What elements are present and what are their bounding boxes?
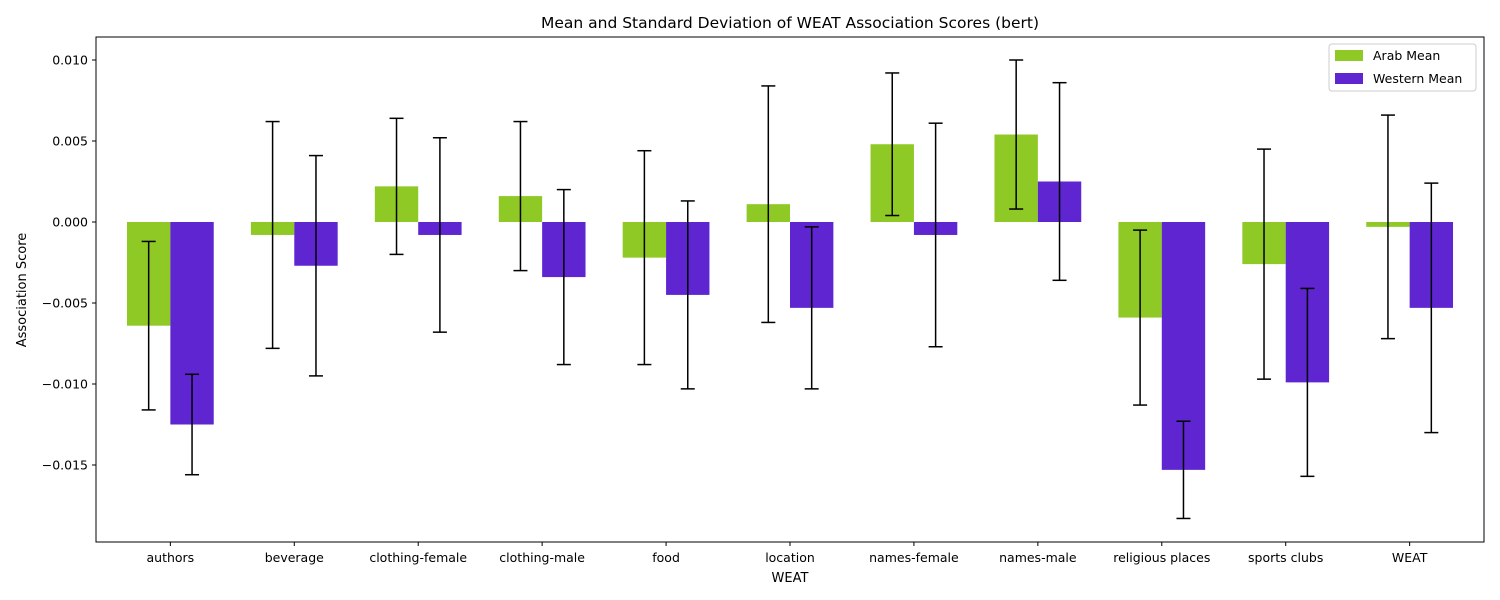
x-tick-label-8: religious places bbox=[1113, 550, 1210, 565]
error-bar-arab-5 bbox=[761, 85, 776, 324]
y-axis-label: Association Score bbox=[15, 233, 30, 348]
y-tick-label: 0.000 bbox=[52, 215, 88, 230]
error-bar-arab-6 bbox=[885, 72, 900, 217]
error-bar-western-4 bbox=[680, 200, 695, 390]
error-bar-western-2 bbox=[432, 137, 447, 333]
error-bar-arab-9 bbox=[1257, 148, 1272, 380]
x-tick-label-10: WEAT bbox=[1392, 550, 1428, 565]
x-tick-label-7: names-male bbox=[999, 550, 1077, 565]
chart-title: Mean and Standard Deviation of WEAT Asso… bbox=[541, 14, 1039, 32]
legend: Arab Mean Western Mean bbox=[1328, 43, 1477, 92]
y-tick-label: 0.010 bbox=[52, 53, 88, 68]
error-bar-arab-7 bbox=[1009, 59, 1024, 210]
x-tick-label-2: clothing-female bbox=[369, 550, 467, 565]
error-bar-western-0 bbox=[185, 373, 200, 476]
x-tick-label-5: location bbox=[765, 550, 815, 565]
y-tick-label: −0.005 bbox=[42, 296, 88, 311]
x-tick-label-9: sports clubs bbox=[1248, 550, 1323, 565]
error-bar-arab-0 bbox=[141, 240, 156, 411]
error-bar-arab-2 bbox=[389, 117, 404, 256]
error-bar-western-3 bbox=[556, 188, 571, 366]
y-axis: −0.015 −0.010 −0.005 0.000 0.005 0.010 bbox=[42, 53, 96, 473]
error-bar-western-8 bbox=[1176, 420, 1191, 520]
error-bar-arab-8 bbox=[1133, 229, 1148, 406]
error-bar-arab-3 bbox=[513, 120, 528, 272]
error-bar-western-6 bbox=[928, 122, 943, 348]
x-tick-label-6: names-female bbox=[869, 550, 959, 565]
y-tick-label: −0.015 bbox=[42, 458, 88, 473]
error-bar-western-10 bbox=[1424, 182, 1439, 434]
x-tick-label-1: beverage bbox=[265, 550, 324, 565]
error-bar-arab-10 bbox=[1380, 114, 1395, 340]
error-bar-western-9 bbox=[1300, 287, 1315, 478]
y-tick-label: −0.010 bbox=[42, 377, 88, 392]
error-bar-western-1 bbox=[308, 154, 323, 377]
x-tick-label-3: clothing-male bbox=[499, 550, 585, 565]
x-axis: authors beverage clothing-female clothing-m… bbox=[146, 542, 1428, 565]
error-bar-arab-1 bbox=[265, 120, 280, 350]
error-bar-arab-4 bbox=[637, 149, 652, 366]
error-bar-western-7 bbox=[1052, 81, 1067, 282]
error-bar-western-5 bbox=[804, 226, 819, 390]
legend-label-western: Western Mean bbox=[1373, 71, 1462, 86]
legend-swatch-western bbox=[1335, 73, 1363, 84]
legend-label-arab: Arab Mean bbox=[1373, 48, 1440, 63]
x-axis-label: WEAT bbox=[772, 571, 809, 586]
x-tick-label-4: food bbox=[652, 550, 680, 565]
y-tick-label: 0.005 bbox=[52, 134, 88, 149]
legend-frame bbox=[1328, 43, 1477, 92]
legend-swatch-arab bbox=[1335, 50, 1363, 61]
plot-area bbox=[95, 36, 1485, 543]
x-tick-label-0: authors bbox=[146, 550, 194, 565]
